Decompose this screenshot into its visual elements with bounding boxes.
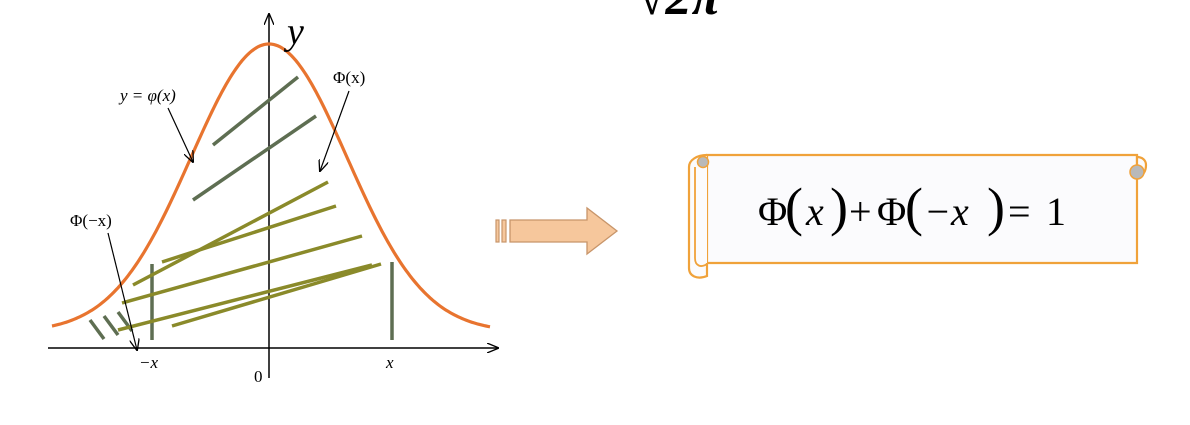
pos-x-tick-label: x (385, 353, 394, 372)
phi-x-pointer (320, 90, 350, 171)
hatch-line-olive (121, 234, 363, 305)
curve-equation-label: y = φ(x) (118, 86, 176, 105)
phi-x-label: Φ(x) (333, 68, 365, 87)
hatch-line-dark (211, 75, 300, 147)
formula-equals: = (1008, 189, 1031, 234)
hatch-line-olive (117, 263, 373, 332)
formula-plus: + (849, 189, 872, 234)
hatch-line-olive (161, 204, 337, 264)
block-arrow-stripe (495, 219, 500, 243)
phi-neg-x-pointer (107, 232, 137, 350)
scroll-left-knob (696, 155, 710, 169)
bell-curve (51, 42, 491, 329)
scroll-right-knob (1129, 164, 1145, 180)
formula-rhs: 1 (1046, 189, 1066, 234)
scroll-banner: Φ ( x ) + Φ ( −x ) = 1 (687, 153, 1148, 279)
neg-x-tick-label: −x (139, 353, 158, 372)
formula-text: Φ ( x ) + Φ ( −x ) = 1 (758, 177, 1066, 237)
formula-phi-1: Φ (758, 189, 787, 234)
formula-paren: ( (905, 177, 923, 237)
y-axis-label: y (283, 11, 304, 53)
origin-label: 0 (254, 367, 263, 386)
hatch-tick (102, 314, 120, 337)
formula-paren: ( (785, 177, 803, 237)
hatch-line-olive (171, 262, 382, 328)
top-formula-fragment: √2π (637, 0, 722, 26)
phi-neg-x-label: Φ(−x) (70, 211, 112, 230)
hatch-line-dark (192, 114, 317, 202)
scroll-left-curl (687, 153, 709, 279)
formula-phi-2: Φ (877, 189, 906, 234)
block-arrow-stripe (501, 219, 507, 243)
formula-arg-2: −x (924, 189, 969, 234)
hatch-tick (88, 318, 106, 341)
block-arrow (495, 206, 619, 256)
scroll-left-inner-curl (694, 167, 708, 267)
hatch-olive-group (117, 180, 382, 332)
formula-arg-1: x (805, 189, 824, 234)
formula-paren: ) (987, 177, 1005, 237)
formula-paren: ) (830, 177, 848, 237)
hatch-line-olive (132, 180, 329, 287)
curve-label-pointer (167, 107, 193, 162)
block-arrow-body (509, 206, 619, 256)
